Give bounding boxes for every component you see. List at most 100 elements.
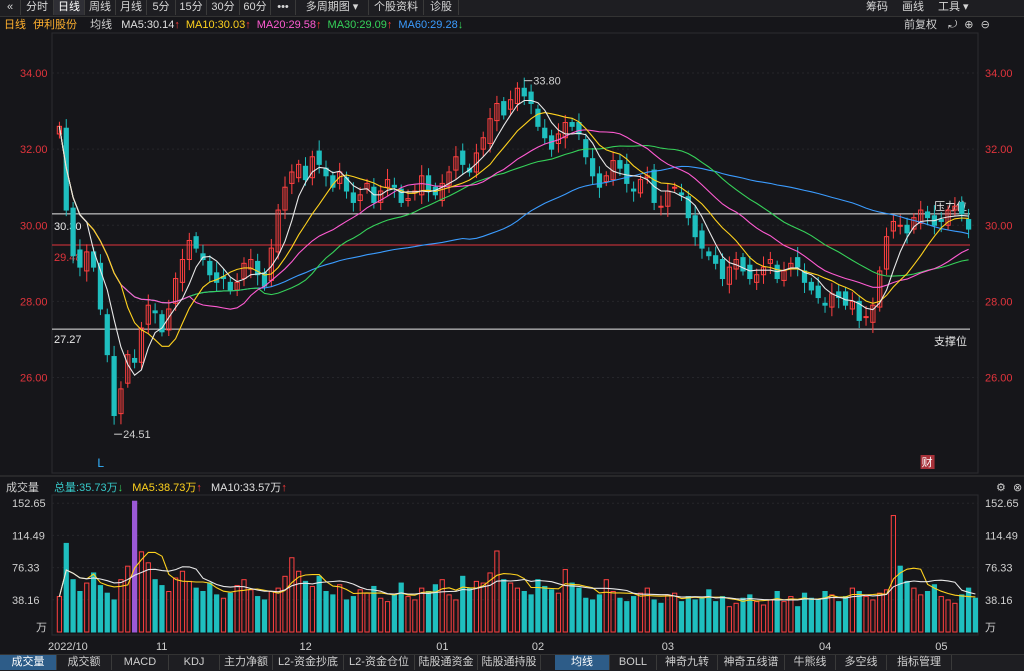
indicator-tab-7[interactable]: 陆股通资金 [415, 655, 478, 670]
volume-bar [836, 601, 842, 633]
kline-chart[interactable]: 26.00 26.00 28.00 28.00 30.00 30.00 32.00 32.00… [0, 0, 1024, 654]
volume-bar [890, 515, 897, 633]
candle-body [384, 179, 391, 188]
candle-body [255, 260, 261, 276]
zoom-out-icon[interactable]: ⊖ [980, 19, 990, 31]
period-tab-4[interactable]: 5分 [147, 0, 176, 15]
indicator-tab-3[interactable]: KDJ [169, 655, 220, 670]
candle-body [282, 186, 288, 211]
volume-bar [637, 592, 644, 633]
volume-axis-label-left: 152.65 [12, 498, 46, 510]
settings-icon[interactable]: ⚙ [996, 482, 1006, 494]
price-axis-label-left: 28.00 [20, 296, 48, 308]
period-tab-1[interactable]: 日线 [54, 0, 85, 15]
candle-body [145, 304, 151, 325]
volume-bar [658, 602, 664, 633]
candle-body [678, 192, 685, 196]
tool-0[interactable]: 筹码 [866, 1, 888, 13]
period-tab-9[interactable]: 多周期图 ▾ [296, 0, 369, 15]
volume-bar [179, 570, 186, 633]
candle-body [863, 316, 869, 319]
tool-1[interactable]: 画线 [902, 1, 924, 13]
nav-back-icon[interactable]: « [0, 0, 21, 15]
volume-bar [589, 599, 596, 633]
indicator-tab-0[interactable]: 成交量 [0, 655, 57, 670]
indicator-tab-13[interactable]: 牛熊线 [785, 655, 836, 670]
price-axis-label-right: 34.00 [985, 68, 1013, 80]
period-tab-2[interactable]: 周线 [85, 0, 116, 15]
candle-body [815, 285, 821, 299]
volume-unit-right: 万 [985, 622, 996, 634]
volume-bar [480, 582, 486, 633]
indicator-tab-12[interactable]: 神奇五线谱 [718, 655, 785, 670]
stock-name[interactable]: 伊利股份 [33, 19, 78, 31]
candle-body [822, 302, 828, 306]
volume-bar [829, 594, 835, 633]
volume-bar [678, 601, 685, 633]
candle-body [596, 173, 603, 188]
return-icon[interactable]: ⤾ [948, 19, 958, 31]
candle-body [227, 281, 233, 291]
ma-label[interactable]: 均线 [90, 19, 113, 31]
period-tab-6[interactable]: 30分 [207, 0, 240, 15]
candle-body [302, 165, 309, 181]
period-tab-3[interactable]: 月线 [116, 0, 147, 15]
candle-body [754, 274, 760, 283]
ma5-line [58, 99, 969, 377]
x-axis-label: 12 [300, 641, 312, 653]
candle-body [391, 184, 397, 188]
candle-body [747, 264, 753, 280]
x-axis-label: 05 [935, 641, 947, 653]
volume-bar [774, 591, 780, 633]
volume-bar [275, 587, 281, 633]
volume-bar [364, 592, 370, 633]
period-tab-0[interactable]: 分时 [21, 0, 54, 15]
indicator-tab-5[interactable]: L2-资金抄底 [273, 655, 344, 670]
volume-bar [56, 596, 63, 633]
volume-label: 成交量 [6, 482, 39, 494]
volume-bar [760, 604, 767, 633]
volume-bar [924, 591, 931, 633]
indicator-tab-4[interactable]: 主力净额 [220, 655, 273, 670]
candle-body [453, 156, 459, 171]
indicator-tab-1[interactable]: 成交额 [57, 655, 112, 670]
candle-body [883, 236, 890, 270]
indicator-tab-8[interactable]: 陆股通持股 [478, 655, 541, 670]
period-tab-10[interactable]: 个股资料 [369, 0, 424, 15]
adjust-mode[interactable]: 前复权 [904, 19, 937, 31]
volume-bar [972, 597, 979, 633]
volume-bar [576, 587, 582, 633]
period-tab-5[interactable]: 15分 [176, 0, 207, 15]
volume-bar [104, 592, 110, 633]
indicator-tab-6[interactable]: L2-资金仓位 [344, 655, 415, 670]
zoom-in-icon[interactable]: ⊕ [964, 19, 974, 31]
volume-bar [911, 587, 917, 633]
volume-bar [672, 592, 678, 633]
candle-body [179, 259, 186, 283]
indicator-tab-14[interactable]: 多空线 [836, 655, 887, 670]
candle-body [583, 139, 589, 158]
candle-body [97, 262, 104, 310]
period-tab-8[interactable]: ••• [271, 0, 296, 15]
close-icon[interactable]: ⊗ [1012, 482, 1023, 494]
volume-bar [214, 594, 220, 633]
candle-body [521, 87, 527, 97]
price-axis-label-right: 32.00 [985, 144, 1013, 156]
period-tab-7[interactable]: 60分 [240, 0, 271, 15]
volume-bar [316, 575, 322, 633]
volume-bar [145, 562, 151, 633]
volume-bar [740, 597, 746, 633]
indicator-tab-9[interactable]: 均线 [555, 655, 610, 670]
tool-2[interactable]: 工具 ▾ [938, 1, 969, 13]
reference-name-label: 压力位 [934, 199, 967, 213]
volume-bar [446, 594, 452, 633]
volume-bar [84, 582, 90, 633]
indicator-tab-11[interactable]: 神奇九转 [657, 655, 718, 670]
candles-group [56, 77, 972, 425]
indicator-tab-2[interactable]: MACD [112, 655, 169, 670]
volume-bar [166, 591, 172, 633]
period-tab-11[interactable]: 诊股 [424, 0, 459, 15]
indicator-tab-10[interactable]: BOLL [610, 655, 657, 670]
ma10-line [58, 112, 969, 347]
indicator-tab-15[interactable]: 指标管理 [887, 655, 952, 670]
